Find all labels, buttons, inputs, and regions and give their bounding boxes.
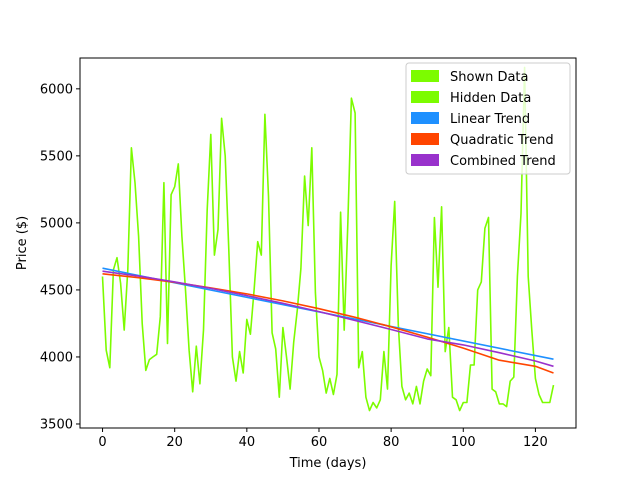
y-tick-label: 6000 (40, 82, 73, 97)
legend-label: Linear Trend (450, 112, 530, 127)
y-axis-label: Price ($) (15, 216, 30, 270)
legend-label: Shown Data (450, 70, 529, 85)
y-tick-label: 5500 (40, 149, 73, 164)
x-tick-label: 80 (383, 435, 400, 450)
legend-swatch (411, 133, 439, 145)
x-tick-label: 40 (239, 435, 256, 450)
x-tick-label: 0 (98, 435, 106, 450)
y-tick-label: 4500 (40, 283, 73, 298)
legend-swatch (411, 70, 439, 82)
legend-label: Combined Trend (450, 154, 556, 169)
x-tick-label: 120 (523, 435, 548, 450)
series-line-hidden-data (101, 66, 555, 412)
axes-frame (79, 57, 577, 429)
legend-swatch (411, 91, 439, 103)
legend-label: Hidden Data (450, 91, 531, 106)
series-line-combined-trend (102, 270, 554, 368)
x-tick-label: 60 (311, 435, 328, 450)
axes-layer: 0 20 40 60 80 100 120 3500 4000 4500 5000 5500 6000 (40, 57, 577, 450)
series-layer (101, 66, 555, 412)
legend-box (405, 62, 571, 175)
y-tick-label: 4000 (40, 350, 73, 365)
y-tick-label: 3500 (40, 417, 73, 432)
legend-swatch (411, 154, 439, 166)
x-tick-label: 100 (451, 435, 476, 450)
legend: Shown Data Hidden Data Linear Trend Quadrat… (405, 62, 571, 175)
x-tick-label: 20 (166, 435, 183, 450)
y-tick-label: 5000 (40, 216, 73, 231)
legend-label: Quadratic Trend (450, 133, 554, 148)
legend-swatch (411, 112, 439, 124)
x-axis-label: Time (days) (289, 456, 367, 471)
